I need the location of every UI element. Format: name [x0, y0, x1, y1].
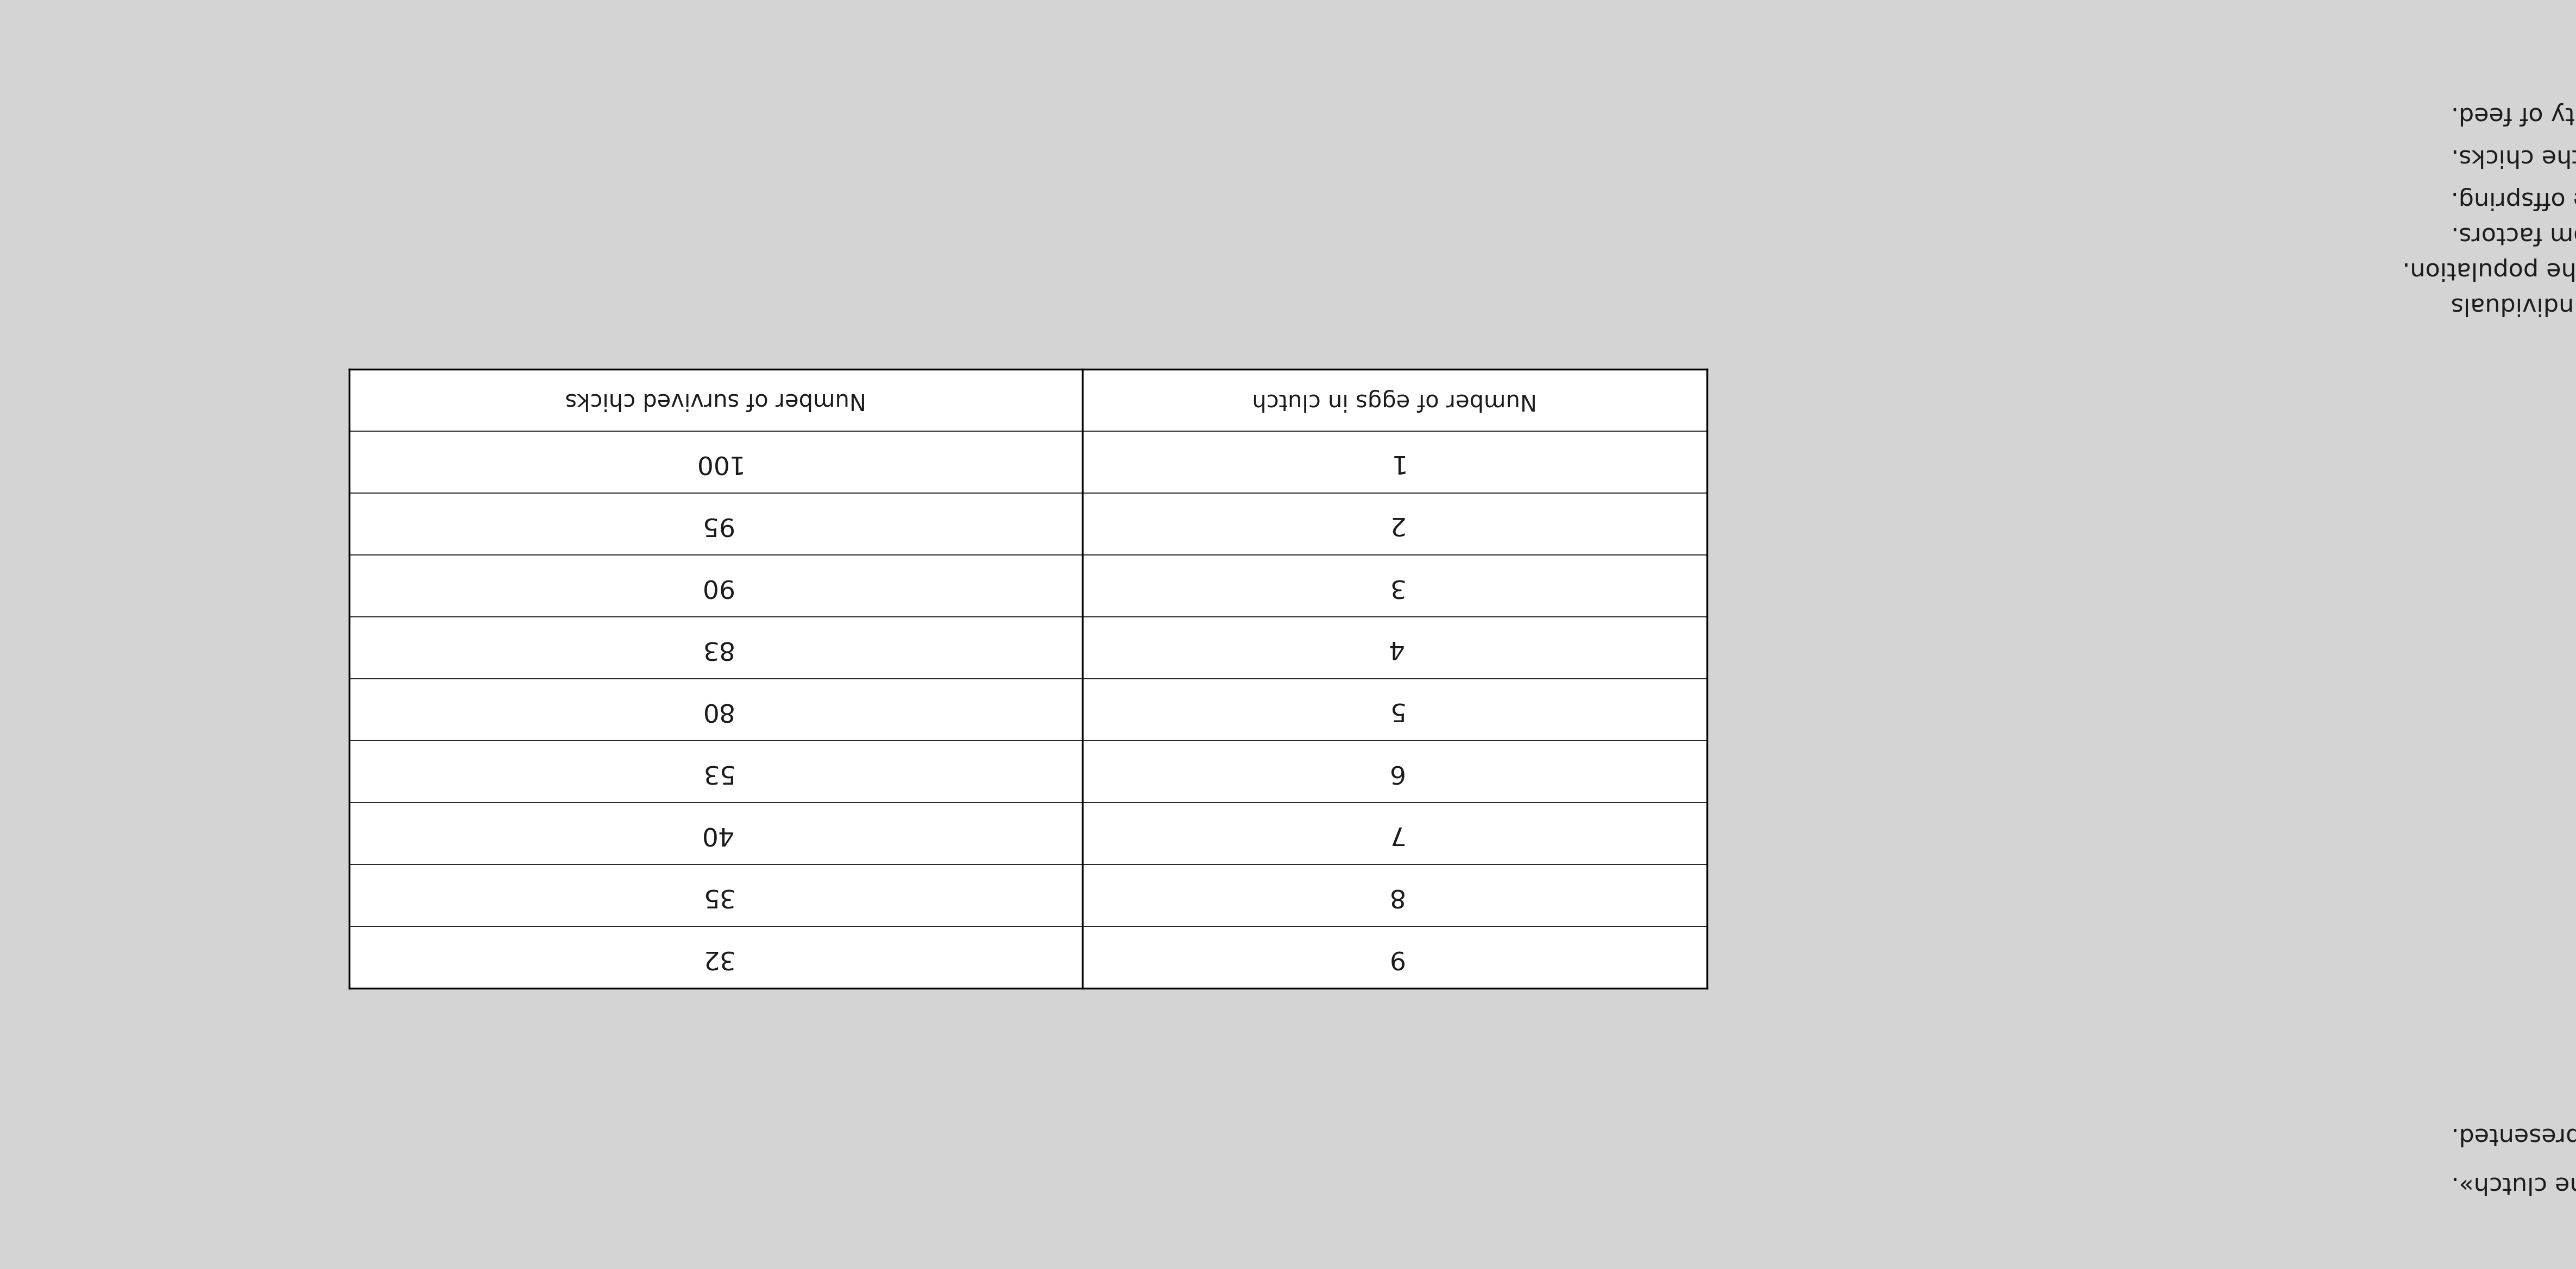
- Text: 1) The optimal number of eggs in the clutch is 5, which ensures maximum reproduc: 1) The optimal number of eggs in the clu…: [2452, 292, 2576, 316]
- Text: 40: 40: [701, 821, 732, 845]
- Bar: [350, 741, 1082, 802]
- Text: 2: 2: [1386, 511, 1404, 537]
- Bar: [1082, 617, 1708, 679]
- Bar: [1082, 864, 1708, 926]
- Text: 4: 4: [1386, 636, 1404, 660]
- Text: 83: 83: [701, 636, 732, 660]
- Bar: [1082, 679, 1708, 741]
- Bar: [1082, 741, 1708, 802]
- Bar: [350, 494, 1082, 555]
- Bar: [350, 555, 1082, 617]
- Text: 5: 5: [1386, 698, 1404, 722]
- Text: 14.  Analyze the table «Survival of the starling chicks depending on the number : 14. Analyze the table «Survival of the s…: [2452, 1173, 2576, 1195]
- Bar: [1082, 494, 1708, 555]
- Text: 95: 95: [701, 511, 732, 537]
- Text: in the population.: in the population.: [2403, 258, 2576, 280]
- Bar: [350, 369, 1082, 431]
- Bar: [350, 864, 1082, 926]
- Text: 80: 80: [701, 698, 732, 722]
- Text: 4) The fewer chicks in the nest, the more often the parents feed each of the chi: 4) The fewer chicks in the nest, the mor…: [2452, 145, 2576, 168]
- Text: 35: 35: [701, 883, 732, 907]
- Bar: [1082, 802, 1708, 864]
- Bar: [1082, 926, 1708, 989]
- Text: 3) The smaller the number of eggs in the clutch, the more effective the care of : 3) The smaller the number of eggs in the…: [2452, 187, 2576, 209]
- Bar: [1082, 431, 1708, 494]
- Text: 7: 7: [1386, 821, 1404, 845]
- Text: 6: 6: [1386, 759, 1404, 784]
- Bar: [1082, 369, 1708, 431]
- Bar: [350, 926, 1082, 989]
- Text: 53: 53: [701, 759, 732, 784]
- Text: 9: 9: [1386, 945, 1404, 970]
- Bar: [350, 431, 1082, 494]
- Text: 100: 100: [690, 450, 739, 475]
- Text: Number of eggs in clutch: Number of eggs in clutch: [1252, 388, 1538, 411]
- Text: 1: 1: [1386, 450, 1404, 475]
- Text: Select statements that can be formulated based on an analysis of the data presen: Select statements that can be formulated…: [2452, 1123, 2576, 1147]
- Text: 8: 8: [1386, 883, 1404, 907]
- Text: 3: 3: [1386, 574, 1404, 598]
- Bar: [350, 679, 1082, 741]
- Text: 32: 32: [701, 945, 732, 970]
- Text: Number of survived chicks: Number of survived chicks: [564, 388, 866, 411]
- Text: 5) The number of eggs in the clutch depends on weather conditions and the availa: 5) The number of eggs in the clutch depe…: [2452, 102, 2576, 126]
- Bar: [350, 802, 1082, 864]
- Bar: [350, 617, 1082, 679]
- Text: 90: 90: [701, 574, 732, 598]
- Bar: [1082, 555, 1708, 617]
- Text: 2) The death of chicks due to random factors.: 2) The death of chicks due to random fac…: [2452, 222, 2576, 245]
